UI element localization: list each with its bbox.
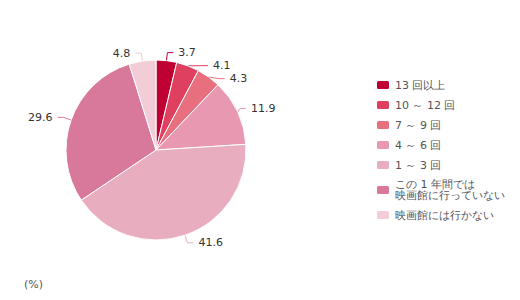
svg-text:10 ～ 12 回: 10 ～ 12 回 — [395, 99, 455, 112]
svg-text:(%): (%) — [24, 278, 43, 291]
svg-text:13 回以上: 13 回以上 — [395, 79, 446, 92]
svg-text:11.9: 11.9 — [251, 102, 276, 115]
svg-text:3.7: 3.7 — [178, 46, 196, 59]
svg-text:映画館に行っていない: 映画館に行っていない — [395, 189, 505, 202]
svg-text:4.8: 4.8 — [113, 47, 131, 60]
svg-text:映画館には行かない: 映画館には行かない — [395, 209, 494, 222]
svg-text:4.3: 4.3 — [230, 72, 248, 85]
svg-text:1 ～ 3 回: 1 ～ 3 回 — [395, 159, 442, 172]
svg-text:41.6: 41.6 — [198, 236, 223, 249]
svg-text:7 ～ 9 回: 7 ～ 9 回 — [395, 119, 442, 132]
svg-text:この 1 年間では: この 1 年間では — [395, 178, 475, 191]
svg-text:29.6: 29.6 — [28, 111, 53, 124]
svg-text:4 ～ 6 回: 4 ～ 6 回 — [395, 139, 442, 152]
svg-text:4.1: 4.1 — [213, 59, 231, 72]
